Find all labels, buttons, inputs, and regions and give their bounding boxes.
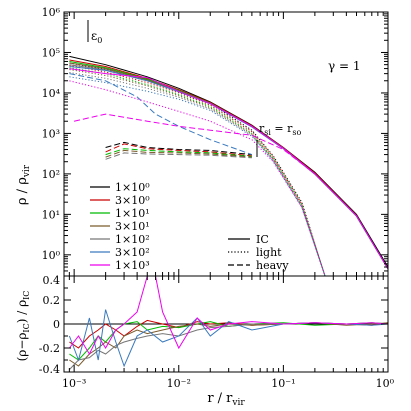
bottom-axes: 10⁻³ 10⁻² 10⁻¹ 10⁰ -0.4 -0.2 0 0.2 0.4: [39, 274, 395, 390]
y-tick-label: 10¹: [42, 208, 60, 221]
residual-line: [68, 309, 388, 368]
series-line: [105, 152, 252, 160]
legend-label: 3×10²: [115, 246, 150, 259]
top-annotations: ε0 γ = 1 rsi = rso: [87, 20, 361, 157]
series-line: [69, 69, 326, 276]
x-tick-label: 10⁻¹: [271, 377, 295, 390]
series-line: [69, 76, 326, 276]
legend-label: 1×10³: [115, 259, 150, 272]
series-line: [69, 73, 253, 156]
legend-style-label: IC: [256, 233, 269, 246]
series-line: [73, 113, 316, 175]
legend-label: 3×10¹: [115, 220, 150, 233]
series-line: [69, 68, 388, 270]
x-tick-label: 10⁻³: [62, 377, 86, 390]
series-line: [105, 148, 252, 157]
y-tick-label: -0.2: [39, 342, 60, 355]
x-axis-label: r / rvir: [207, 391, 245, 408]
legend-style-label: light: [256, 246, 282, 259]
y-tick-label: 10⁰: [42, 249, 61, 262]
top-series-group: [69, 55, 388, 276]
series-line: [69, 72, 326, 276]
residual-line: [69, 321, 388, 361]
series-line: [105, 141, 252, 156]
x-tick-label: 10⁻²: [167, 377, 191, 390]
series-line: [69, 62, 326, 276]
y-tick-label: 10²: [42, 168, 60, 181]
legend-label: 1×10¹: [115, 207, 150, 220]
series-line: [69, 80, 326, 276]
y-tick-label: -0.4: [39, 363, 60, 376]
legend-label: 3×10⁰: [115, 194, 150, 207]
x-tick-label: 10⁰: [376, 377, 395, 390]
top-y-axis-label: ρ / ρvir: [15, 164, 32, 205]
legend-label: 1×10⁰: [115, 181, 150, 194]
y-tick-label: 10⁴: [42, 87, 61, 100]
series-line: [69, 64, 326, 276]
series-line: [105, 149, 252, 158]
y-tick-label: 10⁶: [42, 6, 61, 19]
y-tick-label: 0.2: [43, 294, 61, 307]
y-tick-label: 0.4: [43, 274, 61, 287]
epsilon-label: ε0: [91, 29, 102, 45]
y-tick-label: 0: [53, 318, 60, 331]
top-axes: 10⁰ 10¹ 10² 10³ 10⁴ 10⁵ 10⁶: [42, 6, 389, 277]
r-si-label: rsi = rso: [259, 122, 302, 137]
bottom-series-group: [64, 276, 388, 370]
top-panel: ε0 γ = 1 rsi = rso 1×10⁰3×10⁰1×10¹3×10¹1…: [15, 6, 389, 277]
gamma-label: γ = 1: [328, 59, 361, 73]
y-tick-label: 10³: [42, 127, 60, 140]
axes-frame: [63, 11, 389, 277]
legend-label: 1×10²: [115, 233, 150, 246]
bottom-y-axis-label: (ρ−ρIC) / ρIC: [15, 291, 31, 362]
series-line: [105, 143, 252, 157]
residual-line: [69, 276, 388, 356]
bottom-panel: 10⁻³ 10⁻² 10⁻¹ 10⁰ -0.4 -0.2 0 0.2 0.4 (ρ−ρIC) /…: [15, 274, 395, 408]
y-tick-label: 10⁵: [42, 46, 60, 59]
legend-style-label: heavy: [256, 259, 289, 272]
